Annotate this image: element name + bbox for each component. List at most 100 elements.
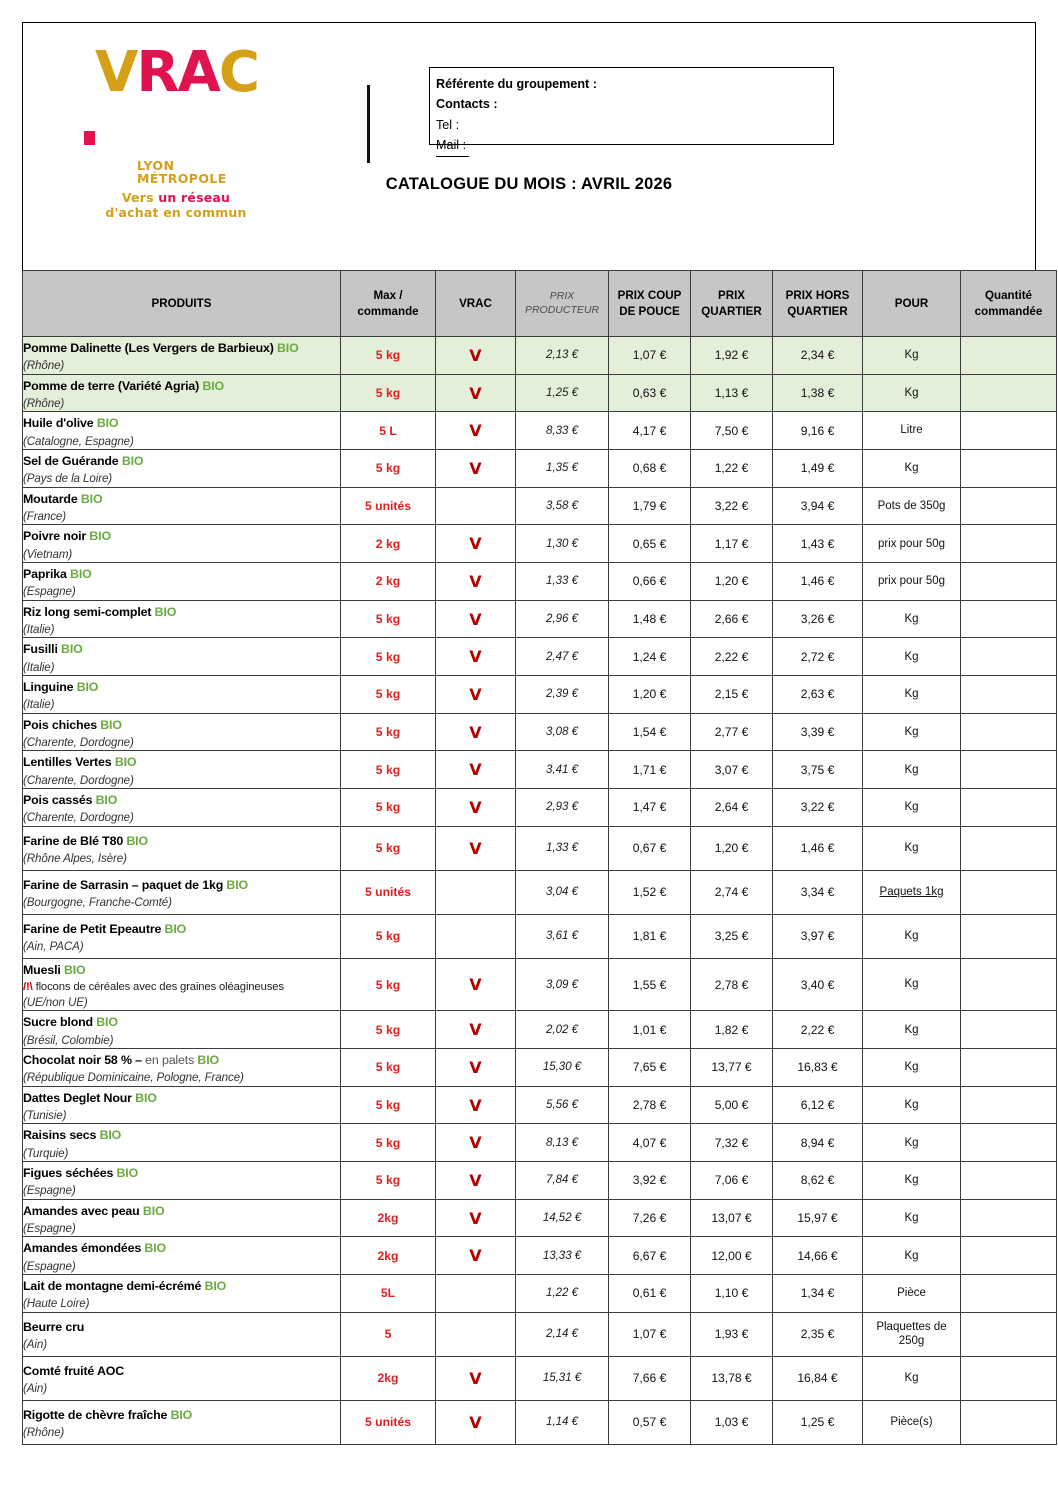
quantite-commandee-input[interactable] <box>960 1085 1057 1125</box>
product-cell: Riz long semi-complet BIO (Italie) <box>22 599 341 639</box>
quantite-commandee-input[interactable] <box>960 788 1057 827</box>
bio-badge: BIO <box>126 833 148 848</box>
quantite-commandee-input[interactable] <box>960 913 1057 959</box>
product-cell: Paprika BIO (Espagne) <box>22 562 341 601</box>
quantite-commandee-input[interactable] <box>960 1198 1057 1238</box>
prix-producteur-cell: 3,41 € <box>515 750 609 790</box>
product-origin: (France) <box>23 509 67 523</box>
max-commande-cell: 5 kg <box>340 599 436 639</box>
quantite-commandee-input[interactable] <box>960 675 1057 714</box>
quantite-commandee-input[interactable] <box>960 449 1057 488</box>
quantite-commandee-input[interactable] <box>960 1355 1057 1401</box>
prix-hors-quartier-cell: 2,72 € <box>772 637 863 677</box>
prix-hors-quartier-cell: 6,12 € <box>772 1085 863 1125</box>
pour-cell: Kg <box>862 1161 961 1200</box>
bio-badge: BIO <box>100 717 122 732</box>
document-header: VRAC LYON MÉTROPOLE Vers un réseau d'ach… <box>22 22 1036 270</box>
max-commande-cell: 5 kg <box>340 825 436 871</box>
quantite-commandee-input[interactable] <box>960 1123 1057 1163</box>
product-origin: (Charente, Dordogne) <box>23 773 134 787</box>
bio-badge: BIO <box>197 1053 220 1068</box>
prix-quartier-cell: 2,64 € <box>690 788 773 827</box>
prix-producteur-cell: 2,13 € <box>515 336 609 375</box>
max-commande-cell: 5 kg <box>340 336 436 375</box>
quantite-commandee-input[interactable] <box>960 1048 1057 1087</box>
quantite-commandee-input[interactable] <box>960 750 1057 790</box>
prix-hors-quartier-cell: 3,26 € <box>772 599 863 639</box>
prix-producteur-cell: 3,09 € <box>515 957 609 1012</box>
table-row: Pois chiches BIO (Charente, Dordogne) 5 kg… <box>22 712 1057 752</box>
max-commande-cell: 5 kg <box>340 449 436 488</box>
prix-coup-de-pouce-cell: 3,92 € <box>608 1161 691 1200</box>
prix-hors-quartier-cell: 3,97 € <box>772 913 863 959</box>
product-cell: Chocolat noir 58 % – en palets BIO (Répub… <box>22 1048 341 1087</box>
quantite-commandee-input[interactable] <box>960 486 1057 526</box>
product-cell: Moutarde BIO (France) <box>22 486 341 526</box>
prix-hors-quartier-cell: 8,94 € <box>772 1123 863 1163</box>
prix-coup-de-pouce-cell: 7,65 € <box>608 1048 691 1087</box>
prix-coup-de-pouce-cell: 1,48 € <box>608 599 691 639</box>
product-name: Comté fruité AOC <box>23 1363 125 1378</box>
quantite-commandee-input[interactable] <box>960 336 1057 375</box>
product-name: Dattes Deglet Nour BIO <box>23 1090 157 1105</box>
prix-hors-quartier-cell: 1,34 € <box>772 1274 863 1313</box>
prix-quartier-cell: 3,25 € <box>690 913 773 959</box>
table-row: Beurre cru (Ain) 5 2,14 €1,07 €1,93 €2,35 €… <box>22 1311 1057 1357</box>
table-row: Rigotte de chèvre fraîche BIO (Rhône) 5 un… <box>22 1399 1057 1445</box>
quantite-commandee-input[interactable] <box>960 1161 1057 1200</box>
column-header-quantite-commandee: Quantité commandée <box>960 270 1057 337</box>
prix-quartier-cell: 1,13 € <box>690 373 773 413</box>
quantite-commandee-input[interactable] <box>960 1010 1057 1050</box>
quantite-commandee-input[interactable] <box>960 957 1057 1012</box>
max-commande-cell: 5 kg <box>340 913 436 959</box>
prix-coup-de-pouce-cell: 0,65 € <box>608 524 691 564</box>
prix-quartier-cell: 7,32 € <box>690 1123 773 1163</box>
contact-info-box[interactable]: Référente du groupement : Contacts : Tel… <box>429 67 834 157</box>
quantite-commandee-input[interactable] <box>960 411 1057 451</box>
prix-hors-quartier-cell: 8,62 € <box>772 1161 863 1200</box>
prix-hors-quartier-cell: 1,38 € <box>772 373 863 413</box>
quantite-commandee-input[interactable] <box>960 712 1057 752</box>
prix-coup-de-pouce-cell: 1,79 € <box>608 486 691 526</box>
prix-coup-de-pouce-cell: 0,61 € <box>608 1274 691 1313</box>
table-row: Amandes émondées BIO (Espagne) 2kg V 13,33 €… <box>22 1236 1057 1276</box>
pour-cell: Kg <box>862 1123 961 1163</box>
product-name: Figues séchées BIO <box>23 1166 139 1181</box>
prix-producteur-cell: 15,30 € <box>515 1048 609 1087</box>
max-commande-cell: 5 kg <box>340 1085 436 1125</box>
quantite-commandee-input[interactable] <box>960 825 1057 871</box>
quantite-commandee-input[interactable] <box>960 1274 1057 1313</box>
prix-hors-quartier-cell: 14,66 € <box>772 1236 863 1276</box>
product-name: Sel de Guérande BIO <box>23 454 144 469</box>
quantite-commandee-input[interactable] <box>960 1311 1057 1357</box>
quantite-commandee-input[interactable] <box>960 373 1057 413</box>
product-origin: (Espagne) <box>23 1222 76 1236</box>
max-commande-cell: 2kg <box>340 1355 436 1401</box>
vrac-check-icon: V <box>435 373 516 413</box>
quantite-commandee-input[interactable] <box>960 869 1057 915</box>
table-row: Comté fruité AOC (Ain) 2kg V 15,31 €7,66 €13… <box>22 1355 1057 1401</box>
prix-quartier-cell: 13,07 € <box>690 1198 773 1238</box>
quantite-commandee-input[interactable] <box>960 524 1057 564</box>
prix-producteur-cell: 1,22 € <box>515 1274 609 1313</box>
pour-cell: Pots de 350g <box>862 486 961 526</box>
pour-cell: Pièce(s) <box>862 1399 961 1445</box>
prix-hors-quartier-cell: 3,94 € <box>772 486 863 526</box>
prix-producteur-cell: 1,14 € <box>515 1399 609 1445</box>
product-cell: Muesli BIO /!\ flocons de céréales avec d… <box>22 957 341 1012</box>
product-cell: Sucre blond BIO (Brésil, Colombie) <box>22 1010 341 1050</box>
quantite-commandee-input[interactable] <box>960 599 1057 639</box>
quantite-commandee-input[interactable] <box>960 1236 1057 1276</box>
table-row: Paprika BIO (Espagne) 2 kg V 1,33 €0,66 €1,2… <box>22 562 1057 601</box>
product-name: Muesli BIO <box>23 962 86 977</box>
max-commande-cell: 2 kg <box>340 562 436 601</box>
logo-tagline-reseau: un réseau <box>158 190 231 206</box>
product-name: Riz long semi-complet BIO <box>23 604 177 619</box>
prix-quartier-cell: 2,22 € <box>690 637 773 677</box>
column-header-max-commande: Max / commande <box>340 270 436 337</box>
column-header-prix-hors-quartier: PRIX HORS QUARTIER <box>772 270 863 337</box>
quantite-commandee-input[interactable] <box>960 562 1057 601</box>
quantite-commandee-input[interactable] <box>960 1399 1057 1445</box>
quantite-commandee-input[interactable] <box>960 637 1057 677</box>
